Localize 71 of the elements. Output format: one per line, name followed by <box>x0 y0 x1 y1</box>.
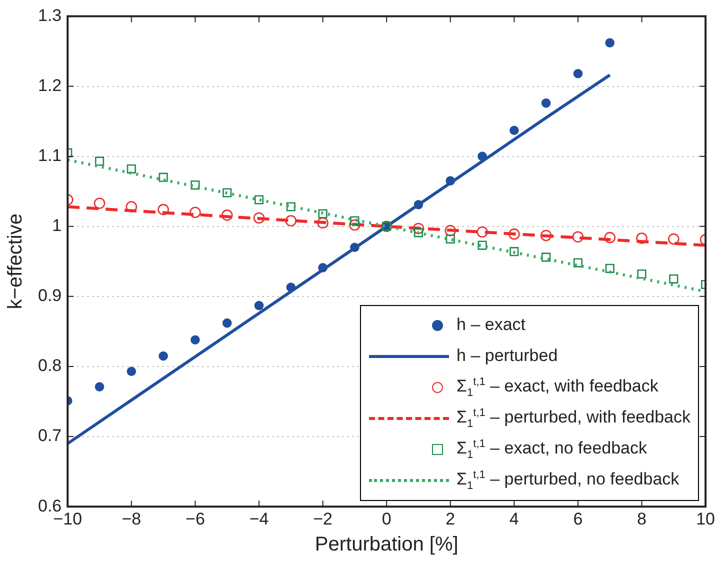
point <box>669 274 678 284</box>
point <box>221 210 233 221</box>
y-tick-label: 0.8 <box>38 356 62 376</box>
x-tick-label: −4 <box>249 509 269 528</box>
point <box>190 335 200 345</box>
point <box>510 247 519 256</box>
point <box>318 209 328 218</box>
point <box>190 206 201 218</box>
point <box>253 212 265 224</box>
point <box>158 351 168 361</box>
x-tick-label: −2 <box>313 509 332 528</box>
point <box>444 224 456 236</box>
point <box>510 126 519 136</box>
point <box>286 202 296 212</box>
point <box>126 201 138 212</box>
point <box>668 233 680 245</box>
point <box>604 232 616 244</box>
point <box>636 232 648 244</box>
point <box>254 300 264 310</box>
y-tick-label: 0.9 <box>38 286 62 306</box>
x-tick-label: −6 <box>186 509 205 528</box>
x-tick-label: −8 <box>122 509 142 528</box>
point <box>572 231 584 243</box>
point <box>158 204 169 216</box>
point <box>446 234 455 244</box>
y-tick-label: 1.3 <box>38 6 62 25</box>
y-tick-label: 1 <box>52 216 62 236</box>
point <box>476 226 488 238</box>
point <box>412 222 424 234</box>
point <box>158 172 168 182</box>
point <box>254 195 264 204</box>
point <box>605 264 614 273</box>
y-tick-label: 1.2 <box>38 76 62 95</box>
point <box>94 198 106 209</box>
point <box>222 188 232 198</box>
point <box>540 230 552 242</box>
x-tick-label: 8 <box>637 509 646 528</box>
point <box>573 68 583 78</box>
y-tick-label: 1.1 <box>38 146 62 165</box>
point <box>349 219 360 231</box>
x-tick-label: 2 <box>446 509 456 528</box>
legend-label: Σ$_{1}$$^{t,1}$ – exact, with feedback <box>456 376 658 399</box>
point <box>414 228 424 238</box>
legend-label: h – exact <box>456 315 526 336</box>
point <box>542 252 551 262</box>
point <box>94 156 104 166</box>
x-tick-label: 4 <box>509 509 519 528</box>
point <box>222 318 232 328</box>
x-tick-label: 6 <box>573 509 583 528</box>
x-tick-label: 10 <box>696 509 716 528</box>
point <box>285 215 297 226</box>
y-axis-title: k−effective <box>4 213 27 310</box>
point <box>190 180 200 190</box>
x-axis-title: Perturbation [%] <box>314 534 458 556</box>
point <box>541 98 551 108</box>
point <box>317 217 328 229</box>
legend-label: Σ$_{1}$$^{t,1}$ – exact, no feedback <box>456 438 648 461</box>
legend-label: Σ$_{1}$$^{t,1}$ – perturbed, with feedback <box>456 406 690 430</box>
legend-label: h – perturbed <box>456 346 558 366</box>
point <box>126 164 136 174</box>
point <box>126 366 136 376</box>
point <box>350 216 360 226</box>
point <box>478 240 487 250</box>
point <box>605 38 615 48</box>
point <box>94 382 104 392</box>
y-tick-label: 0.7 <box>38 426 62 446</box>
point <box>508 228 520 240</box>
point <box>637 269 646 279</box>
legend-label: Σ$_{1}$$^{t,1}$ – perturbed, no feedback <box>456 468 680 492</box>
point <box>573 258 582 268</box>
x-tick-label: 0 <box>382 509 392 528</box>
